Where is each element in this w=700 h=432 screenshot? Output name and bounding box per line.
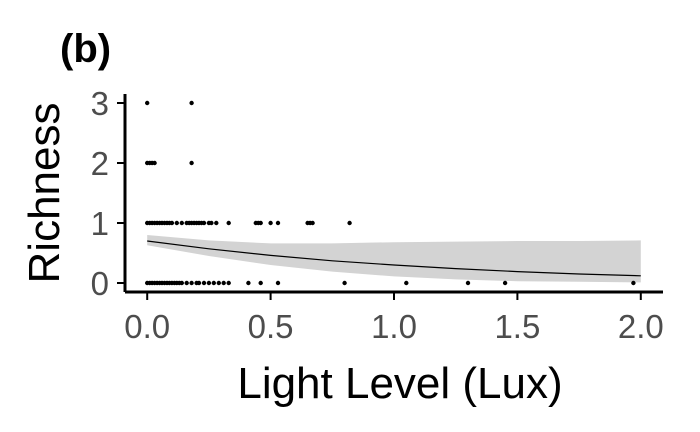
data-point	[214, 220, 219, 226]
panel-label: (b)	[60, 27, 111, 71]
data-point	[189, 160, 194, 166]
x-tick-label: 0.5	[248, 308, 294, 345]
axes-layer: 0.0 0.5 1.0 1.5 2.0 0 1 2 3	[91, 85, 664, 345]
data-point	[201, 280, 207, 286]
data-point	[347, 220, 352, 226]
data-point	[258, 280, 263, 286]
x-tick-label: 1.5	[494, 308, 540, 345]
data-point	[152, 160, 157, 166]
confidence-ribbon-layer	[147, 235, 641, 283]
data-point	[342, 280, 347, 286]
confidence-ribbon	[147, 235, 641, 283]
data-point	[226, 280, 231, 286]
data-point	[206, 280, 212, 286]
data-point	[211, 280, 216, 286]
y-tick-label: 3	[91, 85, 109, 122]
fit-line	[147, 240, 641, 277]
data-point	[631, 280, 636, 286]
data-point	[174, 220, 179, 226]
data-point	[465, 280, 471, 286]
data-points-layer	[145, 100, 636, 286]
data-point	[275, 220, 281, 226]
x-tick-label: 2.0	[618, 308, 664, 345]
y-tick-label: 0	[91, 265, 109, 302]
data-point	[201, 220, 207, 226]
data-point	[246, 280, 251, 286]
data-point	[196, 280, 202, 286]
data-point	[209, 220, 214, 226]
data-point	[221, 280, 226, 286]
x-axis-title: Light Level (Lux)	[237, 359, 562, 408]
data-point	[189, 100, 194, 106]
data-point	[258, 220, 263, 226]
data-point	[179, 220, 184, 226]
y-tick-label: 1	[91, 205, 109, 242]
data-point	[310, 220, 315, 226]
data-point	[169, 220, 175, 226]
y-tick-label: 2	[91, 145, 109, 182]
data-point	[184, 280, 189, 286]
data-point	[189, 280, 194, 286]
data-point	[145, 100, 150, 106]
data-point	[502, 280, 508, 286]
data-point	[179, 280, 184, 286]
data-point	[268, 220, 273, 226]
data-point	[216, 280, 221, 286]
y-axis-title: Richness	[20, 103, 69, 284]
x-tick-label: 1.0	[371, 308, 417, 345]
fit-line-layer	[147, 240, 641, 277]
x-tick-label: 0.0	[124, 308, 170, 345]
data-point	[404, 280, 409, 286]
data-point	[226, 220, 231, 226]
data-point	[275, 280, 281, 286]
